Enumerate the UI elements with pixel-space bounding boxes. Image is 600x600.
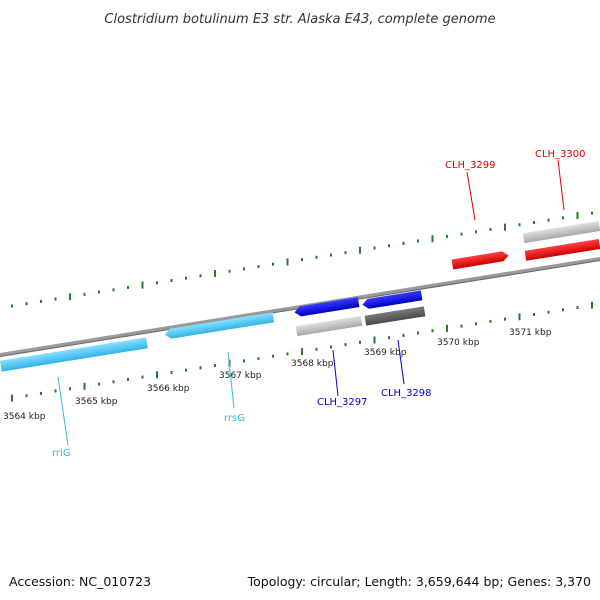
feature-grey-2[interactable] [522, 221, 600, 244]
gene-label-CLH_3300[interactable]: CLH_3300 [535, 149, 586, 160]
gene-rrlG[interactable] [0, 337, 148, 372]
feature-dark-1[interactable] [364, 306, 426, 326]
scale-label: 3564 kbp [3, 412, 46, 422]
accession-text: Accession: NC_010723 [9, 574, 151, 589]
genome-summary-text: Topology: circular; Length: 3,659,644 bp… [247, 574, 591, 589]
gene-CLH_3297[interactable] [294, 297, 360, 317]
scale-label: 3565 kbp [75, 397, 118, 407]
gene-label-CLH_3298[interactable]: CLH_3298 [381, 388, 432, 399]
scale-label: 3568 kbp [291, 359, 334, 369]
feature-track [0, 221, 600, 372]
lower-tick-track [11, 301, 593, 402]
gene-CLH_3298[interactable] [362, 290, 423, 309]
scale-label: 3567 kbp [219, 371, 262, 381]
scale-labels: 3564 kbp 3565 kbp 3566 kbp 3567 kbp 3568… [3, 328, 552, 422]
gene-label-CLH_3297[interactable]: CLH_3297 [317, 397, 368, 408]
upper-tick-track [11, 211, 593, 308]
scale-label: 3571 kbp [509, 328, 552, 338]
gene-CLH_3300[interactable] [524, 239, 600, 261]
feature-grey-1[interactable] [295, 315, 363, 337]
scale-label: 3566 kbp [147, 384, 190, 394]
gene-CLH_3299[interactable] [451, 250, 510, 270]
scale-label: 3569 kbp [364, 348, 407, 358]
map-title: Clostridium botulinum E3 str. Alaska E43… [104, 12, 495, 27]
gene-rrsG[interactable] [164, 312, 275, 339]
gene-labels: rrlG rrsG CLH_3297 CLH_3298 CLH_3299 CLH… [52, 149, 586, 459]
scale-label: 3570 kbp [437, 338, 480, 348]
gene-label-CLH_3299[interactable]: CLH_3299 [445, 160, 496, 171]
gene-label-rrsG[interactable]: rrsG [224, 413, 245, 424]
gene-label-rrlG[interactable]: rrlG [52, 448, 71, 459]
